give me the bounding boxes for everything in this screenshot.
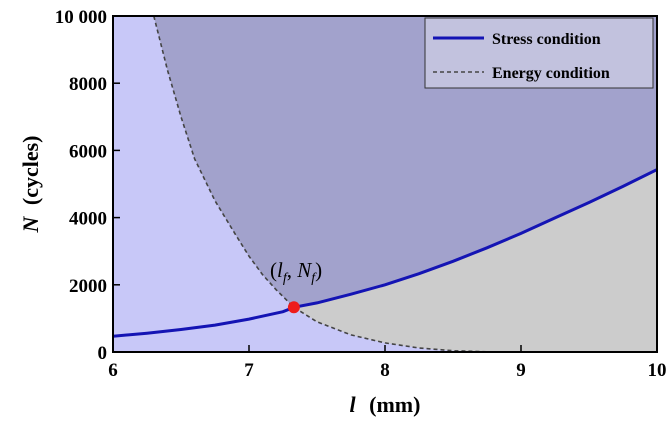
- x-tick-label: 7: [244, 360, 254, 381]
- energy-condition-line: [153, 16, 501, 352]
- upper-region: [153, 16, 657, 308]
- x-axis-variable: l: [350, 392, 357, 417]
- legend-energy-label: Energy condition: [492, 65, 610, 82]
- y-tick-label: 2000: [69, 276, 107, 297]
- y-tick-label: 6000: [69, 141, 107, 162]
- legend-box: [424, 17, 654, 89]
- y-tick-label: 8000: [69, 74, 107, 95]
- y-tick-label: 0: [98, 343, 108, 364]
- x-tick-label: 6: [108, 360, 118, 381]
- legend: Stress condition Energy condition: [424, 17, 654, 89]
- legend-stress-label: Stress condition: [492, 31, 601, 48]
- y-axis-title: N (cycles): [18, 135, 43, 233]
- x-tick-label: 9: [516, 360, 526, 381]
- x-axis-unit: (mm): [369, 392, 420, 417]
- y-tick-label: 10 000: [55, 7, 107, 28]
- stress-condition-line: [113, 168, 657, 338]
- y-tick-label: 4000: [69, 209, 107, 230]
- intersection-point-marker: [287, 301, 300, 314]
- lower-right-region: [293, 169, 657, 352]
- x-tick-label: 8: [380, 360, 390, 381]
- x-axis-title: l (mm): [350, 392, 421, 417]
- y-axis-unit: (cycles): [18, 135, 43, 205]
- x-tick-label: 10: [648, 360, 667, 381]
- intersection-label: (lf, Nf): [270, 258, 322, 286]
- y-axis-variable: N: [18, 216, 43, 234]
